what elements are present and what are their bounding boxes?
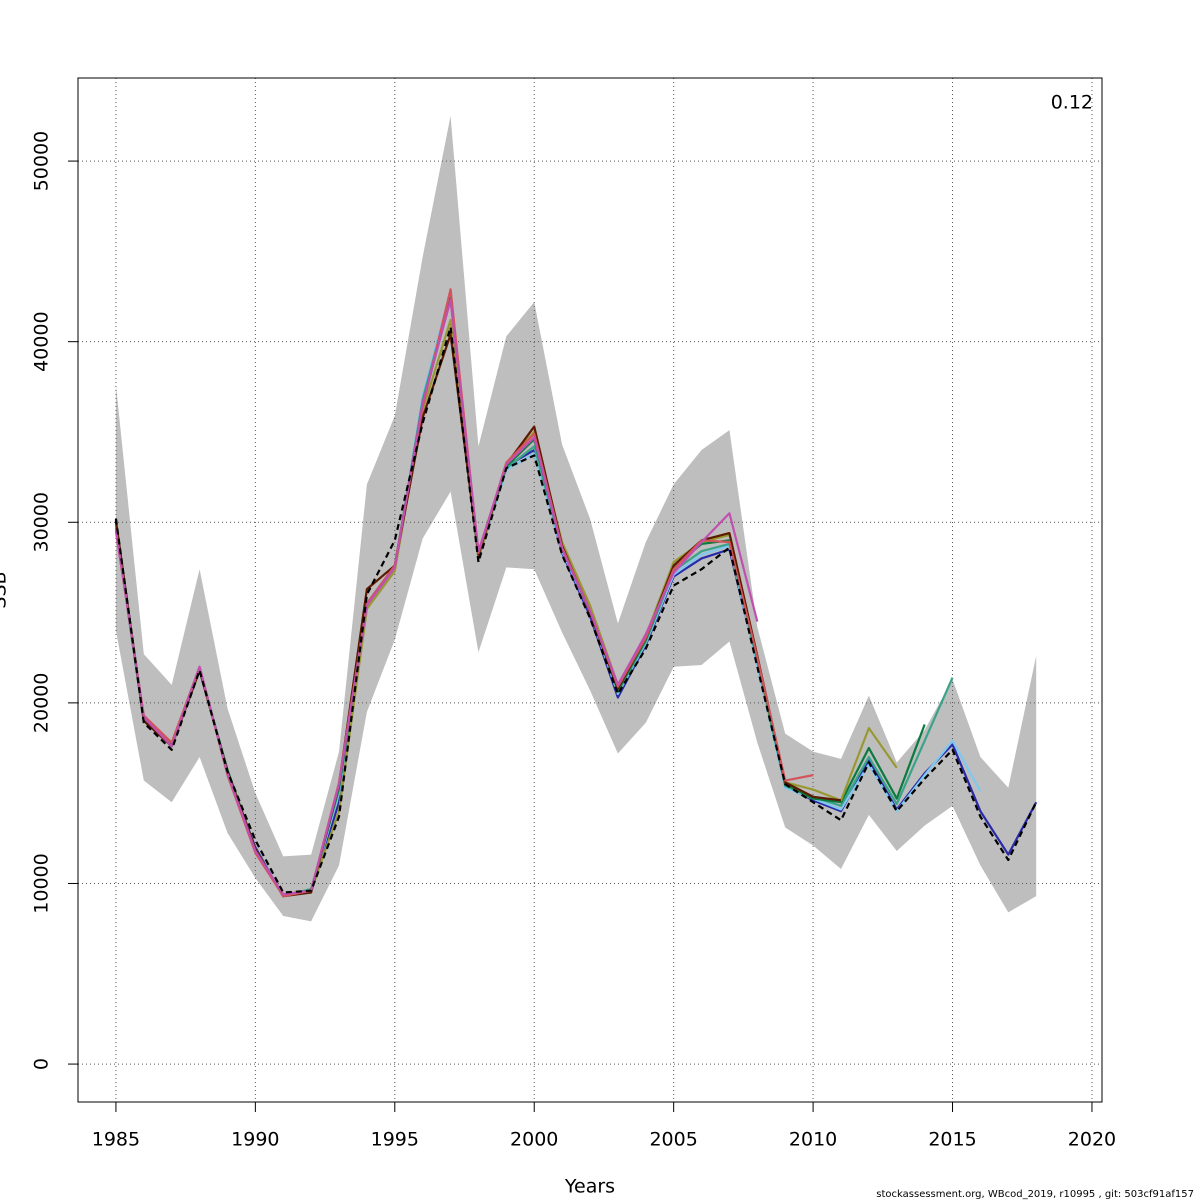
- y-tick-label: 50000: [31, 131, 53, 191]
- annotation: 0.12: [1051, 92, 1093, 114]
- x-tick-label: 2020: [1068, 1129, 1116, 1151]
- x-tick-label: 2010: [789, 1129, 837, 1151]
- series-line: [114, 326, 1038, 894]
- series-line: [114, 299, 759, 896]
- y-axis-label: SSB: [0, 571, 11, 608]
- footer: stockassessment.org, WBcod_2019, r10995 …: [876, 1189, 1194, 1200]
- x-axis-label: Years: [564, 1176, 615, 1198]
- y-tick-label: 40000: [31, 311, 53, 371]
- x-tick-label: 1995: [371, 1129, 419, 1151]
- x-tick-label: 2015: [928, 1129, 976, 1151]
- x-tick-label: 1985: [92, 1129, 140, 1151]
- plot-frame: [77, 77, 1103, 1103]
- x-tick-label: 1990: [231, 1129, 279, 1151]
- x-tick-label: 2000: [510, 1129, 558, 1151]
- x-tick-label: 2005: [649, 1129, 697, 1151]
- y-tick-label: 20000: [31, 673, 53, 733]
- confidence-band: [115, 115, 1037, 922]
- y-tick-label: 30000: [31, 492, 53, 552]
- y-tick-label: 10000: [31, 853, 53, 913]
- y-tick-label: 0: [31, 1058, 53, 1070]
